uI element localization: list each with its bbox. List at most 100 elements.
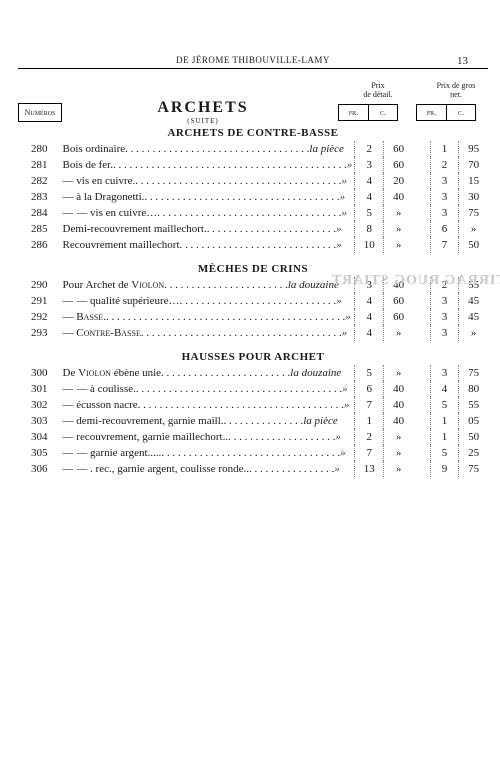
net-c: 75	[459, 461, 488, 477]
row-number: 304	[18, 429, 61, 445]
subtitle: (SUITE)	[68, 117, 338, 125]
net-fr: 3	[430, 365, 459, 381]
row-unit: »	[342, 383, 348, 395]
col-c: c.	[368, 104, 398, 121]
detail-fr: 10	[355, 237, 384, 253]
table-row: 301— — à coulisse. . . . . . . . . . . .…	[18, 381, 488, 397]
section-title: HAUSSES POUR ARCHET	[18, 349, 488, 365]
net-fr: 5	[430, 445, 459, 461]
row-description: — vis en cuivre. . . . . . . . . . . . .…	[61, 173, 355, 189]
net-c: 05	[459, 413, 488, 429]
row-number: 302	[18, 397, 61, 413]
row-description: — — qualité supérieure… . . . . . . . . …	[61, 293, 355, 309]
net-c: 55	[459, 397, 488, 413]
row-description: — Basse. . . . . . . . . . . . . . . . .…	[61, 309, 355, 325]
row-unit: »	[341, 207, 347, 219]
numeros-header: Numéros	[18, 103, 62, 122]
section-title: MÈCHES DE CRINSRUTIRRAG RUOG STIART	[18, 261, 488, 277]
table-row: 285Demi-recouvrement maillechort. . . . …	[18, 221, 488, 237]
row-unit: »	[336, 295, 342, 307]
detail-c: »	[384, 205, 413, 221]
row-unit: »	[347, 159, 353, 171]
detail-fr: 4	[355, 309, 384, 325]
net-c: 75	[459, 205, 488, 221]
net-fr: 1	[430, 141, 459, 157]
net-c: 15	[459, 173, 488, 189]
detail-c: 40	[384, 381, 413, 397]
row-unit: »	[345, 311, 351, 323]
row-number: 286	[18, 237, 61, 253]
net-fr: 3	[430, 293, 459, 309]
detail-fr: 4	[355, 293, 384, 309]
col-c: c.	[446, 104, 476, 121]
bleedthrough-text: RUTIRRAG RUOG STIART	[331, 273, 500, 289]
table-row: 292— Basse. . . . . . . . . . . . . . . …	[18, 309, 488, 325]
row-number: 280	[18, 141, 61, 157]
net-fr: 6	[430, 221, 459, 237]
detail-c: 40	[384, 413, 413, 429]
row-unit: »	[344, 399, 350, 411]
detail-c: »	[384, 325, 413, 341]
row-unit: »	[335, 431, 341, 443]
detail-fr: 13	[355, 461, 384, 477]
main-title: ARCHETS (SUITE)	[68, 99, 338, 125]
col-fr: fr.	[416, 104, 446, 121]
detail-c: »	[384, 221, 413, 237]
row-description: — — vis en cuivre… . . . . . . . . . . .…	[61, 205, 355, 221]
net-c: 45	[459, 309, 488, 325]
row-number: 290	[18, 277, 61, 293]
subcols-net: fr. c.	[416, 104, 476, 121]
net-c: »	[459, 221, 488, 237]
row-unit: »	[340, 447, 346, 459]
row-number: 283	[18, 189, 61, 205]
detail-fr: 1	[355, 413, 384, 429]
row-number: 301	[18, 381, 61, 397]
table-row: 306— — . rec., garnie argent, coulisse r…	[18, 461, 488, 477]
net-fr: 3	[430, 309, 459, 325]
detail-c: »	[384, 461, 413, 477]
table-row: 300De Violon ébène unie . . . . . . . . …	[18, 365, 488, 381]
price-head-net: Prix de gros net.	[426, 81, 486, 99]
row-description: — écusson nacre . . . . . . . . . . . . …	[61, 397, 355, 413]
row-number: 303	[18, 413, 61, 429]
detail-fr: 2	[355, 429, 384, 445]
row-description: — demi-recouvrement, garnie maill. . . .…	[61, 413, 355, 429]
net-c: 50	[459, 237, 488, 253]
row-unit: »	[334, 463, 340, 475]
detail-fr: 5	[355, 205, 384, 221]
net-c: »	[459, 325, 488, 341]
row-description: Demi-recouvrement maillechort. . . . . .…	[61, 221, 355, 237]
catalog-page: DE JÉROME THIBOUVILLE-LAMY 13 Prix de dé…	[18, 55, 488, 485]
running-head: DE JÉROME THIBOUVILLE-LAMY	[18, 55, 488, 65]
detail-fr: 2	[355, 141, 384, 157]
row-description: De Violon ébène unie . . . . . . . . . .…	[61, 365, 355, 381]
table-row: 286Recouvrement maillechort . . . . . . …	[18, 237, 488, 253]
table-row: 284— — vis en cuivre… . . . . . . . . . …	[18, 205, 488, 221]
detail-c: 60	[384, 141, 413, 157]
row-unit: la pièce	[303, 415, 338, 427]
row-number: 285	[18, 221, 61, 237]
rule-top	[18, 68, 488, 69]
row-unit: »	[341, 175, 347, 187]
row-description: Bois de fer. . . . . . . . . . . . . . .…	[61, 157, 355, 173]
net-fr: 9	[430, 461, 459, 477]
detail-c: 60	[384, 309, 413, 325]
row-number: 305	[18, 445, 61, 461]
table-row: 305— — garnie argent..... . . . . . . . …	[18, 445, 488, 461]
row-number: 291	[18, 293, 61, 309]
detail-c: 40	[384, 189, 413, 205]
detail-fr: 6	[355, 381, 384, 397]
detail-fr: 8	[355, 221, 384, 237]
net-fr: 4	[430, 381, 459, 397]
net-c: 95	[459, 141, 488, 157]
row-description: — — garnie argent..... . . . . . . . . .…	[61, 445, 355, 461]
detail-c: »	[384, 237, 413, 253]
net-fr: 7	[430, 237, 459, 253]
table-row: 302— écusson nacre . . . . . . . . . . .…	[18, 397, 488, 413]
row-number: 306	[18, 461, 61, 477]
detail-c: »	[384, 445, 413, 461]
table-row: 293— Contre-Basse . . . . . . . . . . . …	[18, 325, 488, 341]
page-number: 13	[457, 55, 468, 67]
price-header: Prix de détail. Prix de gros net.	[18, 81, 488, 99]
detail-fr: 7	[355, 445, 384, 461]
